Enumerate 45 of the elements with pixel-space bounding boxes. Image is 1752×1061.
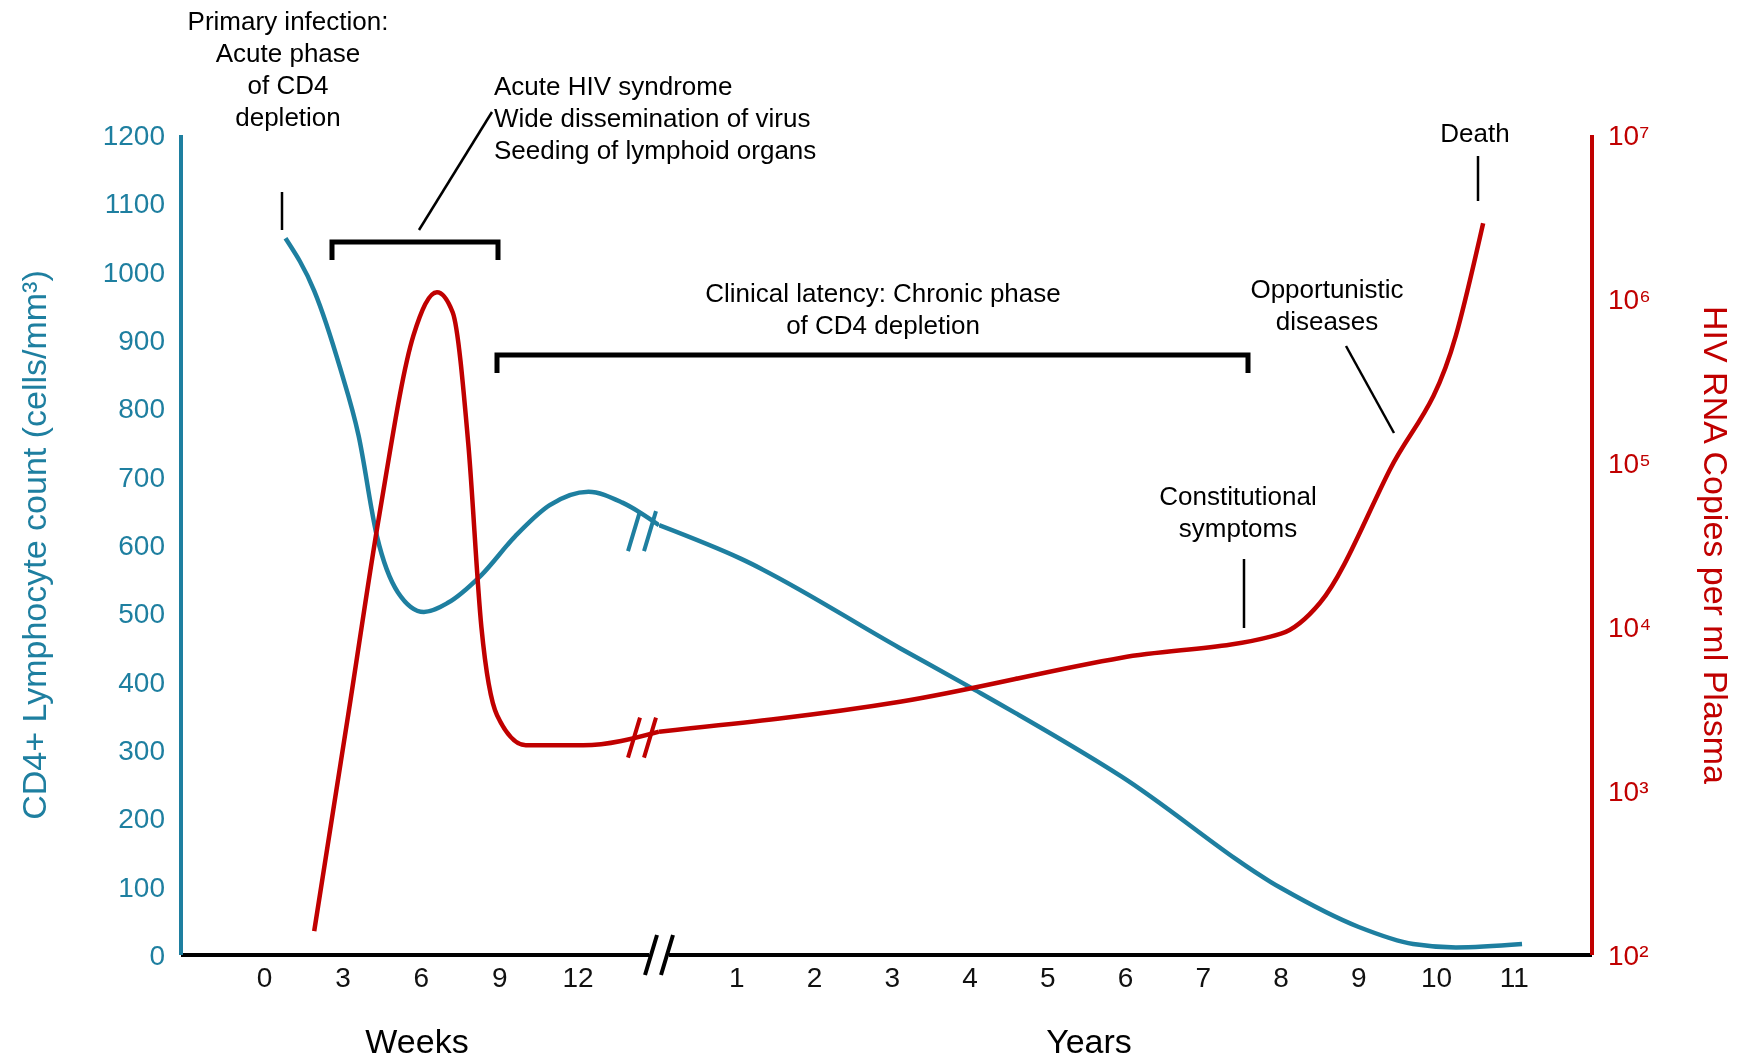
y2-tick-label: 10⁶ [1608,283,1651,315]
x-tick-label: 11 [1499,961,1529,993]
annotation: Acute HIV syndrome Wide dissemination of virus Seeding of lymphoid organs [494,71,817,165]
y-tick-label: 600 [118,529,165,561]
y2-tick-label: 10⁵ [1608,447,1651,479]
x-tick-label: 9 [491,961,508,993]
x-tick-label: 6 [1117,961,1134,993]
x-tick-label: 4 [962,961,978,993]
text: Primary infection: Acute phase of CD4 depletion [187,6,389,132]
y-tick-label: 900 [118,324,165,356]
y-tick-label: 100 [118,871,165,903]
x-tick-label: 10 [1420,961,1453,993]
y2-tick-label: 10⁷ [1608,119,1650,151]
y-tick-label: 200 [118,803,165,835]
y-tick-label: 500 [118,598,165,630]
annotation: Death [1440,118,1510,148]
x-tick-label: 9 [1350,961,1367,993]
y-tick-label: 800 [118,393,165,425]
y2-tick-label: 10⁴ [1608,611,1652,643]
y-tick-label: 1100 [104,188,165,220]
x-tick-label: 8 [1273,961,1289,993]
x-tick-label: 6 [413,961,430,993]
annotation: Opportunistic diseases [1250,274,1404,336]
x-axis-title: Weeks [365,1022,469,1060]
y-axis-title: CD4+ Lymphocyte count (cells/mm³) [15,270,53,820]
y-tick-label: 0 [149,939,165,971]
x-tick-label: 0 [256,961,273,993]
annotation: Clinical latency: Chronic phase of CD4 depletion [705,278,1061,340]
y2-tick-label: 10² [1608,939,1649,971]
x-tick-label: 1 [728,961,745,993]
x-axis-title: Years [1046,1022,1132,1060]
y2-axis-title: HIV RNA Copies per ml Plasma [1697,305,1735,785]
x-tick-label: 3 [884,961,901,993]
annotation: Constitutional symptoms [1159,481,1317,543]
x-tick-label: 3 [335,961,351,993]
y-tick-label: 700 [118,461,165,493]
x-tick-label: 5 [1039,961,1056,993]
y-tick-label: 1200 [102,119,165,151]
x-tick-label: 12 [562,961,594,993]
y-tick-label: 400 [118,666,165,698]
x-tick-label: 2 [806,961,823,993]
y-tick-label: 1000 [102,256,165,288]
y-tick-label: 300 [118,734,165,766]
y2-tick-label: 10³ [1608,775,1649,807]
x-tick-label: 7 [1195,961,1212,993]
